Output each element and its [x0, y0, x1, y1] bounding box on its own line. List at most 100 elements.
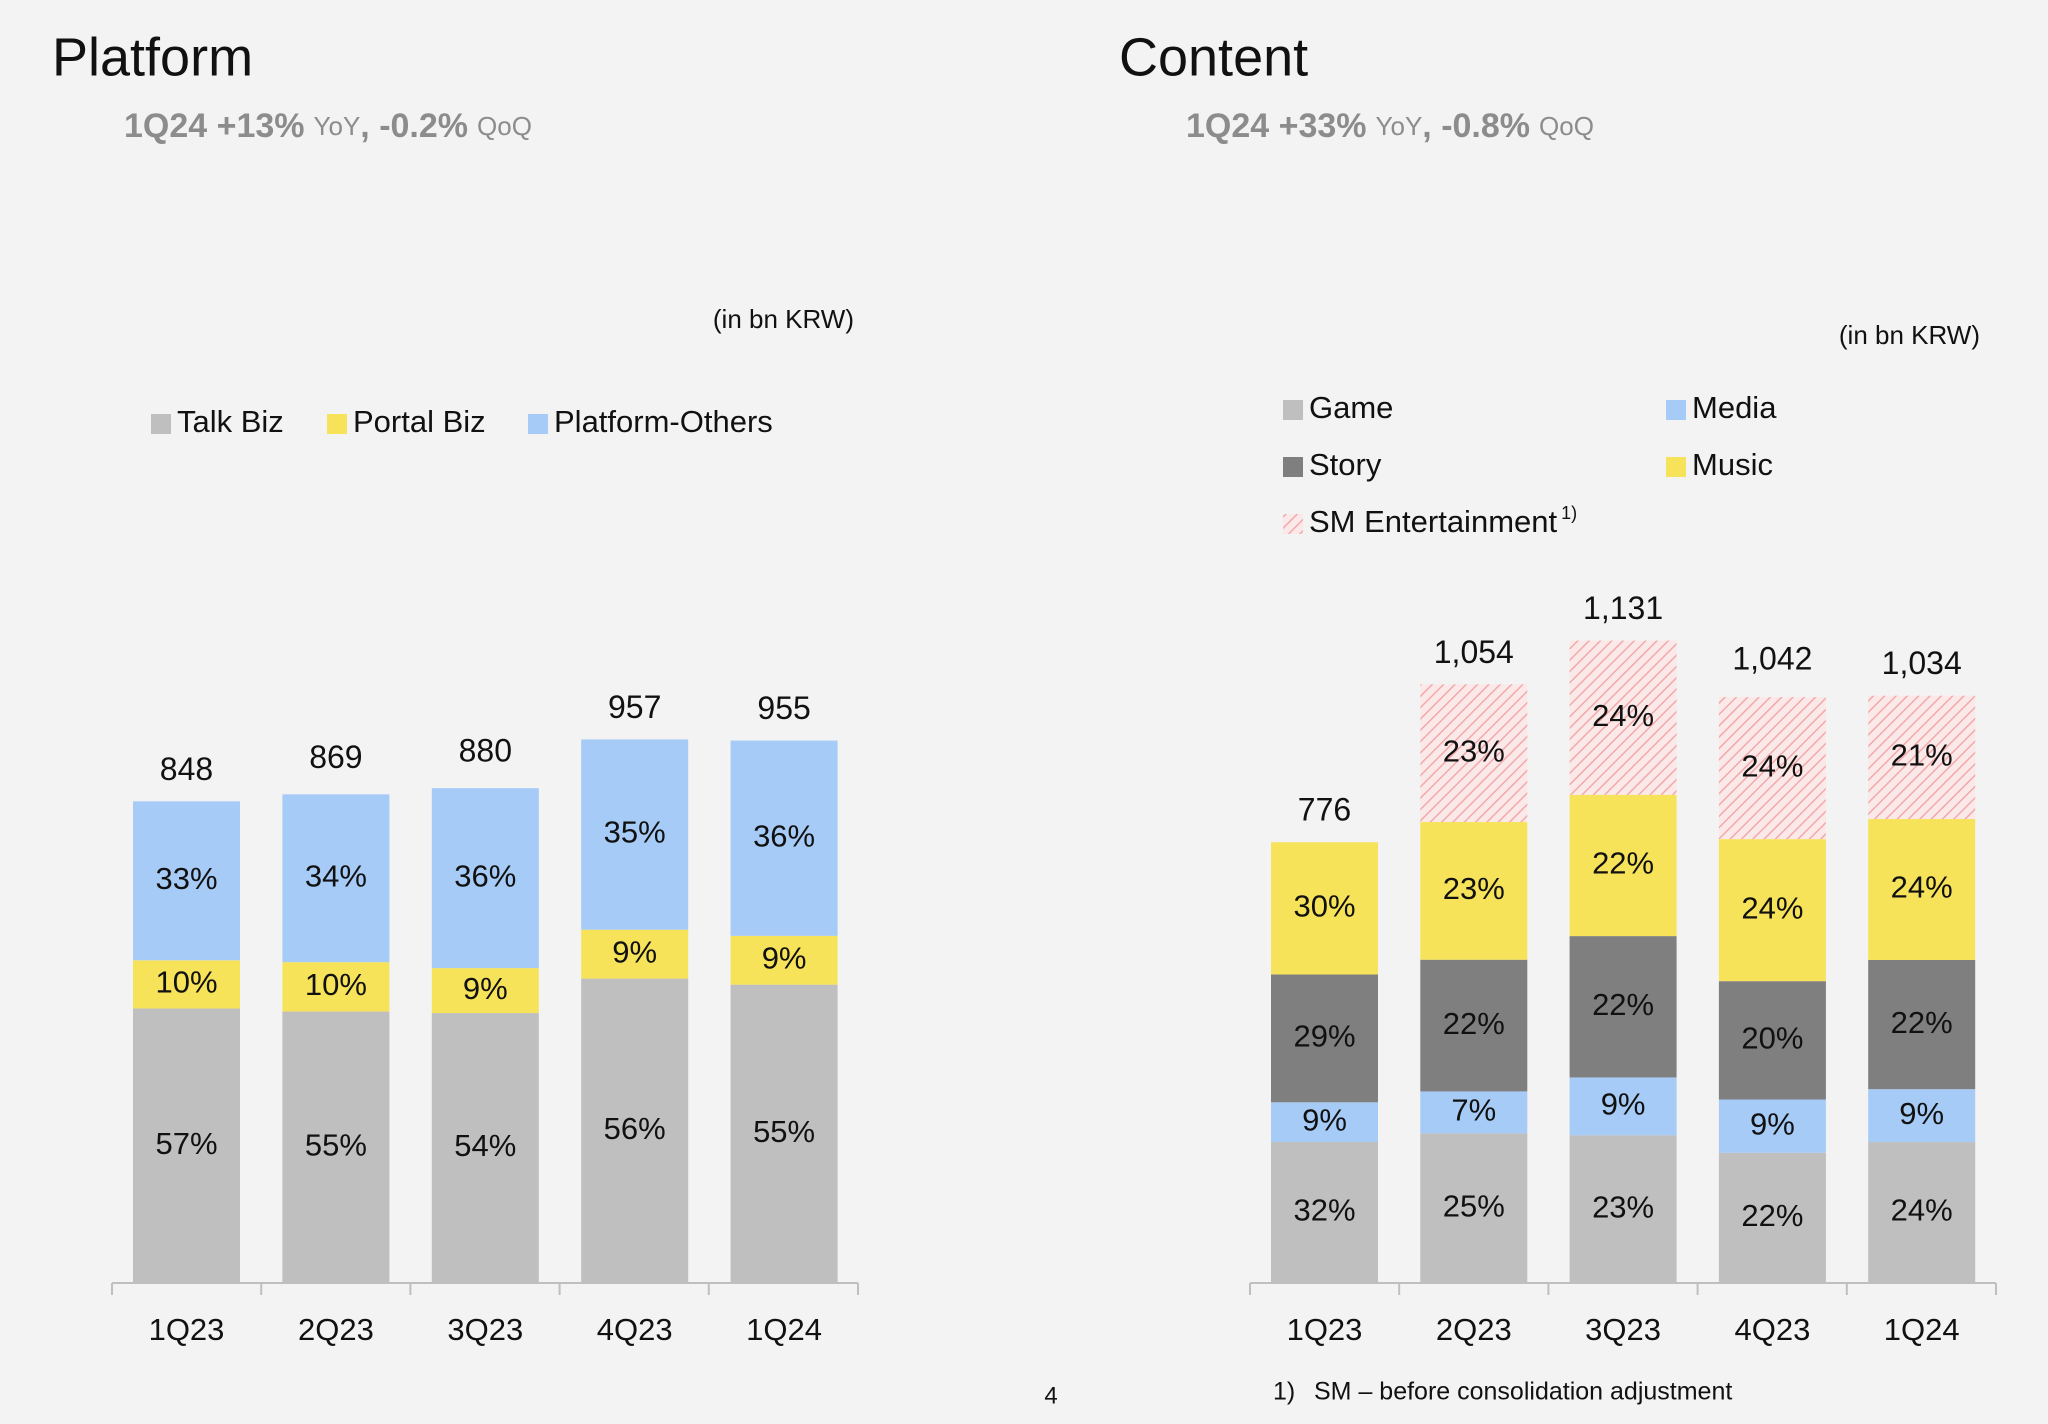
- bar-segment: [133, 801, 240, 961]
- total-label: 1,131: [1583, 590, 1663, 626]
- legend-swatch: [1283, 400, 1303, 420]
- bar-segment: [730, 740, 838, 936]
- legend-label: Platform-Others: [554, 404, 773, 439]
- segment-label: 24%: [1592, 698, 1654, 733]
- legend-swatch: [1666, 457, 1686, 477]
- bar-segment: [133, 960, 240, 1009]
- segment-label: 22%: [1891, 1005, 1953, 1040]
- bar-segment: [282, 1011, 390, 1283]
- segment-label: 34%: [305, 858, 367, 893]
- legend-swatch: [1283, 457, 1303, 477]
- segment-label: 56%: [604, 1111, 666, 1146]
- x-tick-label: 1Q23: [149, 1312, 225, 1347]
- segment-label: 24%: [1741, 890, 1803, 925]
- x-tick-label: 4Q23: [597, 1312, 673, 1347]
- segment-label: 36%: [753, 818, 815, 853]
- bar-segment: [1718, 1099, 1826, 1153]
- bar-segment: [1271, 974, 1378, 1103]
- subtitle-part: 1Q24 +33%: [1186, 107, 1367, 145]
- bar-segment: [1420, 1091, 1528, 1134]
- total-label: 848: [160, 751, 213, 787]
- segment-label: 23%: [1443, 871, 1505, 906]
- segment-label: 29%: [1293, 1019, 1355, 1054]
- bar-segment: [1868, 819, 1976, 960]
- total-label: 1,034: [1882, 645, 1962, 681]
- bar-segment: [1569, 794, 1677, 937]
- segment-label: 55%: [753, 1114, 815, 1149]
- segment-label: 10%: [305, 967, 367, 1002]
- segment-label: 20%: [1741, 1021, 1803, 1056]
- segment-label: 25%: [1443, 1188, 1505, 1223]
- x-tick-label: 2Q23: [298, 1312, 374, 1347]
- x-tick-label: 1Q24: [1884, 1312, 1960, 1347]
- x-tick-label: 3Q23: [447, 1312, 523, 1347]
- segment-label: 33%: [155, 861, 217, 896]
- bar-segment: [282, 962, 390, 1012]
- bar-segment: [431, 788, 539, 969]
- bar-segment: [581, 929, 689, 979]
- legend-label: Story: [1309, 447, 1382, 482]
- segment-label: 9%: [1750, 1106, 1795, 1141]
- legend-swatch: [151, 414, 171, 434]
- segment-label: 30%: [1293, 889, 1355, 924]
- segment-label: 22%: [1592, 846, 1654, 881]
- x-tick-label: 3Q23: [1585, 1312, 1661, 1347]
- bar-segment: [431, 968, 539, 1014]
- subtitle-part: , -0.8%: [1422, 107, 1530, 145]
- legend-swatch: [528, 414, 548, 434]
- bar-segment: [1420, 1133, 1528, 1283]
- legend-swatch: [327, 414, 347, 434]
- bar-segment: [1868, 959, 1976, 1090]
- legend-label: Talk Biz: [177, 404, 284, 439]
- segment-label: 23%: [1443, 733, 1505, 768]
- bar-segment: [730, 935, 838, 985]
- subtitle-part: QoQ: [477, 111, 532, 141]
- bar-segment: [730, 984, 838, 1283]
- x-tick-label: 1Q24: [746, 1312, 822, 1347]
- bar-segment: [1569, 640, 1677, 795]
- unit-note: (in bn KRW): [1839, 320, 1980, 350]
- subtitle-part: , -0.2%: [360, 107, 468, 145]
- total-label: 776: [1298, 792, 1351, 828]
- legend-name: Portal Biz: [353, 404, 486, 439]
- x-tick-label: 1Q23: [1287, 1312, 1363, 1347]
- bar-segment: [1271, 842, 1378, 975]
- subtitle: 1Q24 +13% YoY, -0.2% QoQ: [124, 107, 532, 145]
- segment-label: 9%: [463, 971, 508, 1006]
- legend-name: Platform-Others: [554, 404, 773, 439]
- bar-segment: [581, 978, 689, 1283]
- bar-segment: [1718, 839, 1826, 982]
- legend-note: 1): [1561, 503, 1577, 523]
- legend-name: Music: [1692, 447, 1773, 482]
- bar-segment: [1569, 1077, 1677, 1136]
- segment-label: 24%: [1891, 1193, 1953, 1228]
- segment-label: 9%: [612, 934, 657, 969]
- bar-segment: [431, 1013, 539, 1283]
- segment-label: 24%: [1741, 748, 1803, 783]
- bar-segment: [1420, 959, 1528, 1092]
- subtitle-part: 1Q24 +13%: [124, 107, 305, 145]
- segment-label: 9%: [1302, 1102, 1347, 1137]
- segment-label: 23%: [1592, 1189, 1654, 1224]
- total-label: 880: [459, 733, 512, 769]
- legend-name: SM Entertainment: [1309, 504, 1557, 539]
- segment-label: 7%: [1451, 1093, 1496, 1128]
- chart-title: Content: [1119, 27, 1308, 87]
- total-label: 1,054: [1434, 634, 1514, 670]
- segment-label: 9%: [1899, 1096, 1944, 1131]
- bar-segment: [282, 794, 390, 963]
- legend-name: Media: [1692, 390, 1777, 425]
- subtitle-part: YoY: [1376, 111, 1423, 141]
- chart-title: Platform: [52, 27, 253, 87]
- segment-label: 54%: [454, 1128, 516, 1163]
- bar-segment: [133, 1008, 240, 1283]
- segment-label: 10%: [155, 965, 217, 1000]
- bar-segment: [1868, 695, 1976, 820]
- segment-label: 9%: [762, 940, 807, 975]
- bar-segment: [1718, 981, 1826, 1100]
- bar-segment: [1569, 1135, 1677, 1283]
- segment-label: 36%: [454, 858, 516, 893]
- segment-label: 55%: [305, 1127, 367, 1162]
- segment-label: 22%: [1443, 1006, 1505, 1041]
- legend-name: Talk Biz: [177, 404, 284, 439]
